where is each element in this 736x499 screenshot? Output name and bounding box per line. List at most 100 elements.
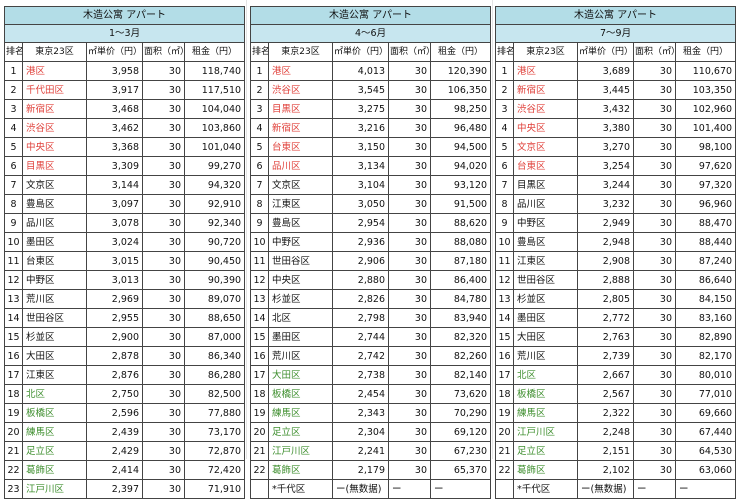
unit-price-cell: 3,462 bbox=[86, 118, 143, 138]
table-row: 21 足立区 2,151 30 64,530 bbox=[495, 441, 736, 461]
table-row: 7 文京区 3,104 30 93,120 bbox=[250, 175, 492, 195]
table-row: 6 台東区 3,254 30 97,620 bbox=[495, 156, 736, 176]
area-cell: 30 bbox=[633, 384, 676, 404]
unit-price-cell: 3,380 bbox=[577, 118, 634, 138]
unit-price-cell: 2,798 bbox=[332, 308, 389, 328]
header-area: 面积（㎡） bbox=[388, 42, 431, 62]
unit-price-cell: 3,244 bbox=[577, 175, 634, 195]
rank-cell: 1 bbox=[250, 61, 269, 81]
rent-cell: 82,500 bbox=[183, 384, 246, 404]
table-row: 5 文京区 3,270 30 98,100 bbox=[495, 137, 736, 157]
table-row: 17 江東区 2,876 30 86,280 bbox=[4, 365, 246, 385]
rent-cell: 92,340 bbox=[183, 213, 246, 233]
rent-cell: 88,470 bbox=[674, 213, 736, 233]
unit-price-cell: 2,179 bbox=[332, 460, 389, 480]
area-cell: 30 bbox=[142, 251, 185, 271]
unit-price-cell: 2,322 bbox=[577, 403, 634, 423]
area-cell: 30 bbox=[142, 327, 185, 347]
header-ward: 東京23区 bbox=[22, 42, 87, 62]
header-area: 面积（㎡） bbox=[633, 42, 676, 62]
table-row: 18 板橋区 2,454 30 73,620 bbox=[250, 384, 492, 404]
rent-cell: ー bbox=[429, 479, 492, 499]
area-cell: 30 bbox=[633, 232, 676, 252]
rank-cell: 12 bbox=[250, 270, 269, 290]
rent-cell: 82,320 bbox=[429, 327, 492, 347]
unit-price-cell: 2,908 bbox=[577, 251, 634, 271]
rent-table-q3: 木造公寓 アパート7～9月排名東京23区㎡単价（円）面积（㎡）租金（円）1港区3… bbox=[494, 6, 736, 499]
unit-price-cell: 3,432 bbox=[577, 99, 634, 119]
area-cell: 30 bbox=[142, 99, 185, 119]
rent-cell: 82,140 bbox=[429, 365, 492, 385]
rank-cell: 7 bbox=[4, 175, 23, 195]
table-row: 1 港区 3,689 30 110,670 bbox=[495, 61, 736, 81]
rank-cell: 5 bbox=[495, 137, 514, 157]
ward-cell: 墨田区 bbox=[22, 232, 87, 252]
area-cell: 30 bbox=[388, 156, 431, 176]
rent-cell: 88,080 bbox=[429, 232, 492, 252]
area-cell: 30 bbox=[633, 403, 676, 423]
unit-price-cell: ー(無数据) bbox=[577, 479, 634, 499]
rent-cell: 98,250 bbox=[429, 99, 492, 119]
rent-cell: 88,650 bbox=[183, 308, 246, 328]
table-row: 2 渋谷区 3,545 30 106,350 bbox=[250, 80, 492, 100]
ward-cell: 大田区 bbox=[268, 365, 333, 385]
header-ward: 東京23区 bbox=[268, 42, 333, 62]
unit-price-cell: 2,667 bbox=[577, 365, 634, 385]
area-cell: 30 bbox=[142, 80, 185, 100]
rank-cell: 14 bbox=[4, 308, 23, 328]
area-cell: 30 bbox=[388, 346, 431, 366]
table-title: 木造公寓 アパート bbox=[3, 6, 246, 25]
rank-cell: 12 bbox=[495, 270, 514, 290]
area-cell: 30 bbox=[142, 479, 185, 499]
rank-cell: 9 bbox=[495, 213, 514, 233]
ward-cell: 江東区 bbox=[268, 194, 333, 214]
ward-cell: 品川区 bbox=[22, 213, 87, 233]
unit-price-cell: 3,275 bbox=[332, 99, 389, 119]
ward-cell: 練馬区 bbox=[22, 422, 87, 442]
ward-cell: 練馬区 bbox=[268, 403, 333, 423]
rent-cell: 117,510 bbox=[183, 80, 246, 100]
rank-cell: 16 bbox=[250, 346, 269, 366]
table-row: 3 目黒区 3,275 30 98,250 bbox=[250, 99, 492, 119]
rent-cell: 97,320 bbox=[674, 175, 736, 195]
rent-cell: 64,530 bbox=[674, 441, 736, 461]
unit-price-cell: 2,805 bbox=[577, 289, 634, 309]
area-cell: 30 bbox=[142, 137, 185, 157]
table-row: 11 世田谷区 2,906 30 87,180 bbox=[250, 251, 492, 271]
unit-price-cell: 3,150 bbox=[332, 137, 389, 157]
ward-cell: 港区 bbox=[268, 61, 333, 81]
table-row: 22 葛飾区 2,102 30 63,060 bbox=[495, 460, 736, 480]
rent-cell: 70,290 bbox=[429, 403, 492, 423]
ward-cell: 中央区 bbox=[22, 137, 87, 157]
ward-cell: 文京区 bbox=[22, 175, 87, 195]
ward-cell: 品川区 bbox=[268, 156, 333, 176]
table-row: 13 荒川区 2,969 30 89,070 bbox=[4, 289, 246, 309]
rent-cell: 71,910 bbox=[183, 479, 246, 499]
rank-cell: 3 bbox=[4, 99, 23, 119]
header-unit-price: ㎡単价（円） bbox=[577, 42, 634, 62]
ward-cell: 杉並区 bbox=[268, 289, 333, 309]
unit-price-cell: ー(無数据) bbox=[332, 479, 389, 499]
rank-cell-empty bbox=[495, 479, 514, 499]
rank-cell: 6 bbox=[4, 156, 23, 176]
table-row: 8 江東区 3,050 30 91,500 bbox=[250, 194, 492, 214]
table-row: 22 葛飾区 2,414 30 72,420 bbox=[4, 460, 246, 480]
rent-cell: 90,390 bbox=[183, 270, 246, 290]
rank-cell: 17 bbox=[250, 365, 269, 385]
unit-price-cell: 2,906 bbox=[332, 251, 389, 271]
table-row: 20 練馬区 2,439 30 73,170 bbox=[4, 422, 246, 442]
rank-cell: 13 bbox=[250, 289, 269, 309]
table-row: 23 江戸川区 2,397 30 71,910 bbox=[4, 479, 246, 499]
unit-price-cell: 2,343 bbox=[332, 403, 389, 423]
area-cell: 30 bbox=[633, 441, 676, 461]
area-cell: 30 bbox=[633, 156, 676, 176]
area-cell: 30 bbox=[142, 308, 185, 328]
ward-cell: 文京区 bbox=[268, 175, 333, 195]
area-cell: 30 bbox=[388, 270, 431, 290]
ward-cell: 板橋区 bbox=[268, 384, 333, 404]
unit-price-cell: 2,414 bbox=[86, 460, 143, 480]
rent-cell: 120,390 bbox=[429, 61, 492, 81]
rank-cell: 11 bbox=[495, 251, 514, 271]
table-row: 9 中野区 2,949 30 88,470 bbox=[495, 213, 736, 233]
unit-price-cell: 2,151 bbox=[577, 441, 634, 461]
